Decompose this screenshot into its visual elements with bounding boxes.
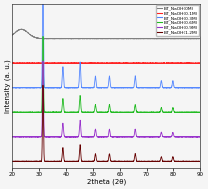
BT_NaOH(0.9M): [148, 136, 150, 138]
BT_NaOH(0.9M): [193, 136, 196, 138]
BT_NaOH(0.3M): [90, 87, 92, 89]
BT_NaOH(0.3M): [100, 86, 103, 89]
Line: BT_NaOH(0.9M): BT_NaOH(0.9M): [12, 61, 200, 137]
BT_NaOH(1.2M): [148, 160, 150, 163]
X-axis label: 2theta (2θ): 2theta (2θ): [87, 178, 126, 185]
Line: BT_NaOH(1.2M): BT_NaOH(1.2M): [12, 85, 200, 162]
BT_NaOH(0.9M): [90, 136, 92, 138]
BT_NaOH(0.1M): [184, 62, 187, 64]
BT_NaOH(0.3M): [199, 87, 202, 89]
BT_NaOH(0.3M): [11, 87, 13, 89]
BT_NaOH(1.2M): [90, 160, 93, 163]
BT_NaOH(0.3M): [92, 87, 94, 89]
BT_NaOH(0.1M): [165, 62, 168, 64]
BT_NaOH(0.9M): [92, 136, 94, 138]
BT_NaOH(1.2M): [199, 160, 202, 163]
BT_NaOH(0M): [11, 34, 13, 36]
BT_NaOH(1.2M): [100, 160, 103, 162]
BT_NaOH(0.1M): [172, 62, 175, 65]
BT_NaOH(0.6M): [92, 111, 94, 113]
BT_NaOH(0.1M): [199, 62, 202, 64]
BT_NaOH(0.3M): [184, 87, 187, 89]
BT_NaOH(0M): [199, 38, 202, 40]
Line: BT_NaOH(0M): BT_NaOH(0M): [12, 29, 200, 39]
BT_NaOH(1.2M): [42, 84, 44, 86]
BT_NaOH(0.6M): [148, 111, 150, 113]
Line: BT_NaOH(0.3M): BT_NaOH(0.3M): [12, 0, 200, 88]
BT_NaOH(0.3M): [148, 86, 150, 89]
BT_NaOH(0.6M): [42, 35, 44, 38]
BT_NaOH(0.1M): [148, 62, 150, 64]
BT_NaOH(0.6M): [96, 112, 99, 114]
BT_NaOH(0.1M): [100, 62, 103, 64]
BT_NaOH(1.2M): [23, 161, 26, 163]
BT_NaOH(0M): [184, 38, 186, 40]
BT_NaOH(0M): [100, 38, 103, 40]
BT_NaOH(0.6M): [11, 111, 13, 113]
BT_NaOH(1.2M): [11, 160, 13, 163]
BT_NaOH(0M): [187, 38, 190, 40]
BT_NaOH(1.2M): [193, 160, 196, 163]
BT_NaOH(0.1M): [91, 62, 94, 64]
BT_NaOH(1.2M): [92, 160, 94, 163]
BT_NaOH(0.1M): [90, 62, 92, 64]
BT_NaOH(0.9M): [100, 136, 103, 138]
Line: BT_NaOH(0.6M): BT_NaOH(0.6M): [12, 36, 200, 113]
BT_NaOH(0M): [90, 37, 92, 40]
BT_NaOH(0.1M): [11, 62, 13, 64]
BT_NaOH(0.6M): [199, 111, 202, 113]
Y-axis label: Intensity (a. u.): Intensity (a. u.): [4, 59, 11, 113]
BT_NaOH(0.6M): [100, 111, 103, 114]
BT_NaOH(0.3M): [193, 87, 196, 89]
BT_NaOH(0.3M): [165, 87, 168, 89]
BT_NaOH(0M): [148, 38, 150, 40]
BT_NaOH(0.9M): [184, 136, 187, 138]
Legend: BT_NaOH(0M), BT_NaOH(0.1M), BT_NaOH(0.3M), BT_NaOH(0.6M), BT_NaOH(0.9M), BT_NaOH: BT_NaOH(0M), BT_NaOH(0.1M), BT_NaOH(0.3M…: [156, 5, 199, 36]
BT_NaOH(0.6M): [184, 111, 187, 113]
BT_NaOH(1.2M): [184, 160, 187, 163]
BT_NaOH(0.9M): [157, 136, 160, 138]
Line: BT_NaOH(0.1M): BT_NaOH(0.1M): [12, 63, 200, 64]
BT_NaOH(0M): [193, 37, 196, 40]
BT_NaOH(0.1M): [193, 62, 196, 64]
BT_NaOH(0.9M): [42, 60, 44, 62]
BT_NaOH(0.9M): [11, 136, 13, 138]
BT_NaOH(0.6M): [193, 111, 196, 113]
BT_NaOH(0M): [20, 28, 23, 30]
BT_NaOH(0M): [92, 37, 94, 40]
BT_NaOH(0.6M): [90, 111, 92, 113]
BT_NaOH(0.9M): [199, 136, 202, 138]
